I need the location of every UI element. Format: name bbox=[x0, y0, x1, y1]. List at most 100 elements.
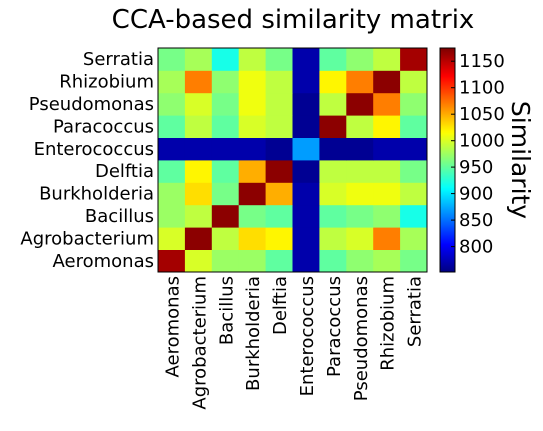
colorbar-segment bbox=[440, 192, 455, 195]
colorbar-segment bbox=[440, 176, 455, 179]
heatmap-cell bbox=[158, 70, 186, 94]
colorbar-segment bbox=[440, 214, 455, 217]
heatmap-cell bbox=[184, 92, 213, 116]
heatmap-cell bbox=[211, 249, 240, 273]
heatmap-cell bbox=[265, 182, 293, 206]
colorbar-segment bbox=[440, 180, 455, 183]
colorbar-segment bbox=[440, 120, 455, 123]
x-tick-label: Agrobacterium bbox=[189, 276, 210, 410]
heatmap-cell bbox=[184, 160, 213, 183]
heatmap-cell bbox=[346, 70, 374, 94]
colorbar-segment bbox=[440, 146, 455, 149]
colorbar-segment bbox=[440, 158, 455, 161]
heatmap-cell bbox=[373, 92, 401, 116]
heatmap-cell bbox=[211, 182, 240, 206]
colorbar-segment bbox=[440, 52, 455, 55]
heatmap-cell bbox=[319, 204, 347, 228]
colorbar-tick-label: 900 bbox=[459, 184, 493, 205]
colorbar-segment bbox=[440, 118, 455, 121]
colorbar-segment bbox=[440, 164, 455, 167]
colorbar-segment bbox=[440, 240, 455, 243]
colorbar-segment bbox=[440, 148, 455, 151]
colorbar-tick-label: 950 bbox=[459, 157, 493, 178]
colorbar-segment bbox=[440, 258, 455, 261]
heatmap-cell bbox=[292, 249, 320, 273]
heatmap-cell bbox=[238, 227, 266, 250]
heatmap-cell bbox=[265, 48, 293, 71]
heatmap-cell bbox=[400, 137, 428, 161]
colorbar-segment bbox=[440, 134, 455, 137]
heatmap-cell bbox=[265, 115, 293, 138]
y-tick-label: Delftia bbox=[95, 161, 154, 182]
heatmap-cell bbox=[373, 204, 401, 228]
heatmap-cell bbox=[373, 160, 401, 183]
colorbar-segment bbox=[440, 222, 455, 225]
colorbar-tick-label: 800 bbox=[459, 237, 493, 258]
heatmap-cell bbox=[373, 70, 401, 94]
colorbar-segment bbox=[440, 268, 455, 271]
colorbar-segment bbox=[440, 264, 455, 267]
colorbar-segment bbox=[440, 126, 455, 129]
colorbar-segment bbox=[440, 220, 455, 223]
heatmap-cell bbox=[184, 227, 213, 250]
heatmap-cell bbox=[238, 48, 266, 71]
heatmap-cell bbox=[400, 92, 428, 116]
colorbar-segment bbox=[440, 238, 455, 241]
colorbar-segment bbox=[440, 142, 455, 145]
colorbar-segment bbox=[440, 266, 455, 269]
heatmap-cell bbox=[346, 137, 374, 161]
colorbar-segment bbox=[440, 150, 455, 153]
heatmap-cell bbox=[211, 227, 240, 250]
x-tick-label: Paracoccus bbox=[324, 276, 345, 377]
heatmap-frame bbox=[157, 47, 428, 273]
heatmap-cell bbox=[265, 227, 293, 250]
heatmap-cell bbox=[373, 227, 401, 250]
colorbar-segment bbox=[440, 182, 455, 185]
colorbar-segment bbox=[440, 106, 455, 109]
colorbar-segment bbox=[440, 74, 455, 77]
colorbar-segment bbox=[440, 140, 455, 143]
colorbar-segment bbox=[440, 156, 455, 159]
heatmap-cell bbox=[184, 48, 213, 71]
colorbar-segment bbox=[440, 132, 455, 135]
colorbar-segment bbox=[440, 100, 455, 103]
heatmap-cell bbox=[373, 182, 401, 206]
colorbar-segment bbox=[440, 154, 455, 157]
colorbar-segment bbox=[440, 76, 455, 79]
colorbar-segment bbox=[440, 72, 455, 75]
heatmap-cell bbox=[400, 115, 428, 138]
heatmap-cell bbox=[238, 204, 266, 228]
heatmap-cell bbox=[400, 227, 428, 250]
heatmap-cell bbox=[265, 160, 293, 183]
colorbar-segment bbox=[440, 204, 455, 207]
heatmap-cell bbox=[238, 137, 266, 161]
colorbar-segment bbox=[440, 226, 455, 229]
colorbar-segment bbox=[440, 152, 455, 155]
x-tick-label: Rhizobium bbox=[378, 276, 399, 371]
heatmap-cell bbox=[158, 137, 186, 161]
heatmap-cell bbox=[373, 249, 401, 273]
x-tick-label: Enterococcus bbox=[297, 276, 318, 396]
heatmap-cell bbox=[211, 160, 240, 183]
colorbar-segment bbox=[440, 82, 455, 85]
colorbar-segment bbox=[440, 256, 455, 259]
colorbar-segment bbox=[440, 242, 455, 245]
colorbar-tick-label: 1050 bbox=[459, 104, 505, 125]
heatmap-cell bbox=[158, 204, 186, 228]
heatmap-cell bbox=[238, 249, 266, 273]
colorbar-segment bbox=[440, 92, 455, 95]
heatmap-cell bbox=[184, 115, 213, 138]
colorbar-segment bbox=[440, 170, 455, 173]
colorbar-segment bbox=[440, 230, 455, 233]
y-tick-label: Paracoccus bbox=[53, 116, 154, 137]
colorbar: 800 850 900 950 1000 1050 1100 1150 bbox=[439, 47, 505, 273]
heatmap-cell bbox=[346, 92, 374, 116]
colorbar-segment bbox=[440, 224, 455, 227]
colorbar-segment bbox=[440, 252, 455, 255]
heatmap-cell bbox=[319, 70, 347, 94]
colorbar-segment bbox=[440, 212, 455, 215]
heatmap-cell bbox=[158, 48, 186, 71]
heatmap-cell bbox=[184, 137, 213, 161]
colorbar-segment bbox=[440, 260, 455, 263]
heatmap-cell bbox=[238, 70, 266, 94]
